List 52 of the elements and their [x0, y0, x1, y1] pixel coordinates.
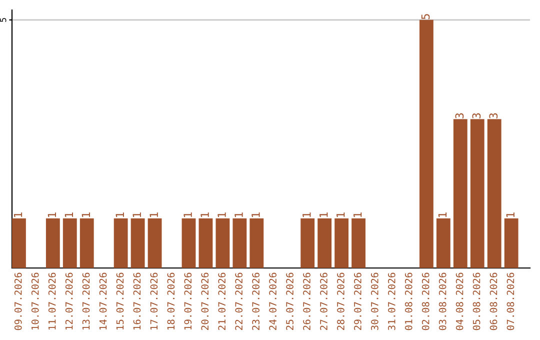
x-tick-label: 22.07.2026 [235, 272, 243, 330]
x-tick-label: 24.07.2026 [269, 272, 276, 330]
x-tick-label: 25.07.2026 [286, 272, 294, 330]
x-tick-label: 14.07.2026 [99, 272, 107, 330]
data-label: 1 [200, 212, 209, 218]
x-tick-label: 09.07.2026 [14, 272, 22, 330]
x-tick-label: 29.07.2026 [354, 272, 362, 330]
data-label: 1 [48, 212, 56, 218]
data-label: 3 [489, 113, 498, 118]
data-label: 1 [150, 212, 158, 218]
data-label: 1 [132, 212, 141, 218]
x-tick-label: 03.08.2026 [438, 272, 446, 330]
x-tick-label: 19.07.2026 [184, 272, 192, 330]
x-tick-label: 23.07.2026 [252, 272, 260, 330]
x-tick-label: 17.07.2026 [150, 272, 158, 330]
x-tick-label: 06.08.2026 [490, 272, 498, 330]
x-tick-label: 13.07.2026 [82, 272, 90, 330]
x-tick-label: 20.07.2026 [201, 272, 209, 330]
data-label: 1 [184, 212, 192, 218]
x-tick-label: 01.08.2026 [404, 272, 412, 330]
x-tick-label: 18.07.2026 [167, 272, 175, 330]
x-tick-label: 27.07.2026 [320, 272, 328, 330]
data-label: 1 [354, 212, 362, 218]
data-label: 1 [82, 212, 90, 218]
data-label: 3 [455, 113, 464, 118]
x-tick-label: 16.07.2026 [133, 272, 141, 330]
x-tick-label: 05.08.2026 [472, 272, 480, 330]
x-tick-label: 04.08.2026 [456, 272, 464, 330]
data-label: 1 [438, 212, 447, 218]
data-label: 1 [234, 212, 243, 218]
data-label: 1 [302, 212, 311, 218]
data-label: 1 [336, 212, 345, 218]
data-label: 1 [252, 212, 260, 218]
x-tick-label: 15.07.2026 [116, 272, 124, 330]
data-label: 5 [421, 14, 430, 20]
x-tick-label: 10.07.2026 [31, 272, 39, 330]
x-tick-label: 02.08.2026 [422, 272, 430, 330]
x-tick-label: 12.07.2026 [65, 272, 73, 330]
x-tick-label: 31.07.2026 [388, 272, 396, 330]
x-tick-label: 11.07.2026 [48, 272, 56, 330]
data-label: 1 [116, 212, 124, 218]
x-tick-label: 28.07.2026 [337, 272, 344, 330]
x-tick-label: 26.07.2026 [303, 272, 310, 330]
data-label: 1 [506, 212, 514, 218]
data-label: 3 [472, 113, 481, 118]
data-label: 1 [218, 212, 226, 218]
data-label: 1 [14, 212, 22, 218]
x-tick-label: 07.08.2026 [506, 272, 514, 330]
data-label: 1 [320, 212, 328, 218]
data-label: 1 [64, 212, 73, 218]
x-tick-label: 21.07.2026 [218, 272, 226, 330]
x-tick-label: 30.07.2026 [370, 272, 378, 330]
